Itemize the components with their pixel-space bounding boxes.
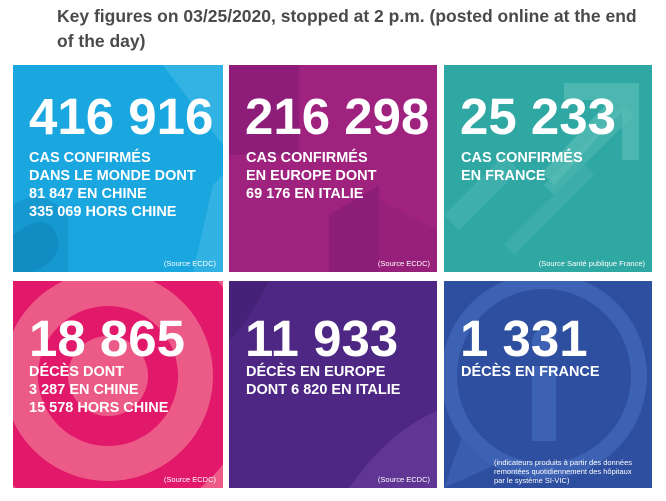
card-description-line: CAS CONFIRMÉS	[29, 150, 151, 166]
card-description-line: DÉCÈS DONT	[29, 364, 125, 380]
arrow-up-right-icon	[444, 83, 639, 255]
card-description-line: 15 578 HORS CHINE	[29, 400, 169, 416]
card-source: (indicateurs produits à partir des donné…	[494, 458, 632, 485]
page-heading: Key figures on 03/25/2020, stopped at 2 …	[57, 6, 637, 51]
target-circle-decoration-icon	[13, 281, 223, 488]
card-europe-deaths: 11 933 DÉCÈS EN EUROPE DONT 6 820 EN ITA…	[229, 281, 437, 488]
card-description: CAS CONFIRMÉS EN EUROPE DONT 69 176 EN I…	[246, 149, 377, 203]
card-number: 416 916	[29, 88, 214, 145]
card-description: CAS CONFIRMÉS DANS LE MONDE DONT 81 847 …	[29, 149, 196, 221]
person-decoration-icon	[229, 65, 437, 272]
card-number: 11 933	[245, 310, 399, 367]
card-number: 216 298	[245, 88, 430, 145]
card-description: DÉCÈS EN EUROPE DONT 6 820 EN ITALIE	[246, 363, 400, 399]
card-description-line: 3 287 EN CHINE	[29, 382, 139, 398]
info-bubble-decoration-icon	[444, 281, 647, 488]
card-description-line: CAS CONFIRMÉS	[246, 150, 368, 166]
card-source: (Source ECDC)	[377, 475, 430, 484]
card-description-line: DANS LE MONDE DONT	[29, 168, 196, 184]
wave-decoration-icon	[229, 281, 437, 488]
card-source: (Source ECDC)	[163, 475, 216, 484]
card-source: (Source ECDC)	[377, 259, 430, 268]
card-number: 1 331	[460, 310, 588, 367]
card-description: CAS CONFIRMÉS EN FRANCE	[461, 149, 583, 185]
card-europe-cases: 216 298 CAS CONFIRMÉS EN EUROPE DONT 69 …	[229, 65, 437, 272]
card-description: DÉCÈS DONT 3 287 EN CHINE 15 578 HORS CH…	[29, 363, 168, 417]
card-source: (Source ECDC)	[163, 259, 216, 268]
card-france-cases: 25 233 CAS CONFIRMÉS EN FRANCE (Source S…	[444, 65, 652, 272]
card-france-deaths: 1 331 DÉCÈS EN FRANCE (indicateurs produ…	[444, 281, 652, 488]
card-source: (Source Santé publique France)	[538, 259, 645, 268]
card-world-cases: 416 916 CAS CONFIRMÉS DANS LE MONDE DONT…	[13, 65, 223, 272]
card-description-line: EN FRANCE	[461, 168, 546, 184]
card-number: 25 233	[460, 88, 616, 145]
card-description-line: 335 069 HORS CHINE	[29, 204, 177, 220]
card-description: DÉCÈS EN FRANCE	[461, 363, 600, 381]
globe-decoration-icon	[13, 65, 223, 272]
card-description-line: 81 847 EN CHINE	[29, 186, 147, 202]
card-description-line: DÉCÈS EN EUROPE	[246, 364, 386, 380]
card-description-line: DONT 6 820 EN ITALIE	[246, 382, 401, 398]
card-description-line: DÉCÈS EN FRANCE	[461, 364, 600, 380]
card-description-line: EN EUROPE DONT	[246, 168, 377, 184]
card-number: 18 865	[29, 310, 185, 367]
card-description-line: 69 176 EN ITALIE	[246, 186, 364, 202]
card-world-deaths: 18 865 DÉCÈS DONT 3 287 EN CHINE 15 578 …	[13, 281, 223, 488]
card-description-line: CAS CONFIRMÉS	[461, 150, 583, 166]
